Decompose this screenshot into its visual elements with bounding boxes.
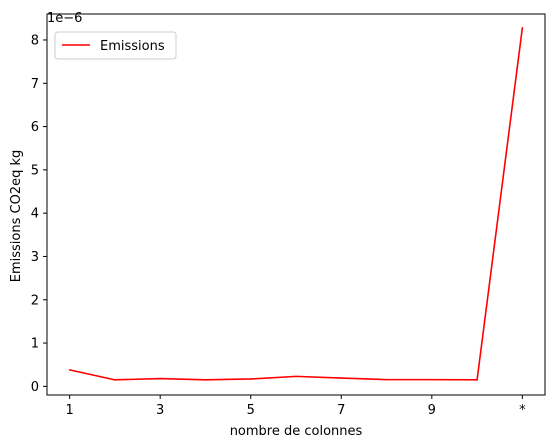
plot-frame: [46, 13, 546, 396]
data-point: [159, 377, 161, 380]
x-tick-label: 7: [337, 403, 345, 418]
data-point: [521, 27, 524, 29]
y-tick-label: 6: [31, 120, 39, 135]
data-point: [249, 378, 252, 380]
y-tick-label: 1: [31, 337, 39, 352]
y-offset-label: 1e−6: [47, 11, 82, 26]
y-tick-label: 3: [31, 250, 39, 265]
data-point: [204, 379, 207, 381]
legend: Emissions: [54, 31, 177, 60]
x-tick-label: 3: [156, 403, 164, 418]
x-tick-label: 1: [65, 403, 73, 418]
data-point: [114, 379, 116, 381]
legend-label-emissions: Emissions: [100, 39, 165, 54]
y-tick-label: 0: [31, 380, 39, 395]
y-tick-label: 8: [31, 33, 39, 48]
y-tick-label: 5: [31, 163, 39, 178]
data-point: [476, 379, 478, 381]
y-axis-label: Emissions CO2eq kg: [9, 150, 24, 283]
y-tick-label: 7: [31, 77, 39, 92]
x-tick-label: 9: [428, 403, 436, 418]
data-point: [385, 378, 388, 381]
data-point: [68, 369, 71, 371]
legend-box: [54, 31, 177, 60]
plot-area: 0 1 2 3 4 5 6 7 8 1 3 5 7 9 *: [31, 13, 546, 418]
data-point: [340, 377, 343, 379]
x-axis-label: nombre de colonnes: [230, 424, 363, 439]
x-tick-label: *: [519, 403, 526, 418]
data-point: [431, 378, 433, 381]
x-tick-label: 5: [247, 403, 255, 418]
data-point: [295, 375, 297, 378]
y-tick-label: 4: [31, 207, 39, 222]
y-tick-label: 2: [31, 293, 39, 308]
